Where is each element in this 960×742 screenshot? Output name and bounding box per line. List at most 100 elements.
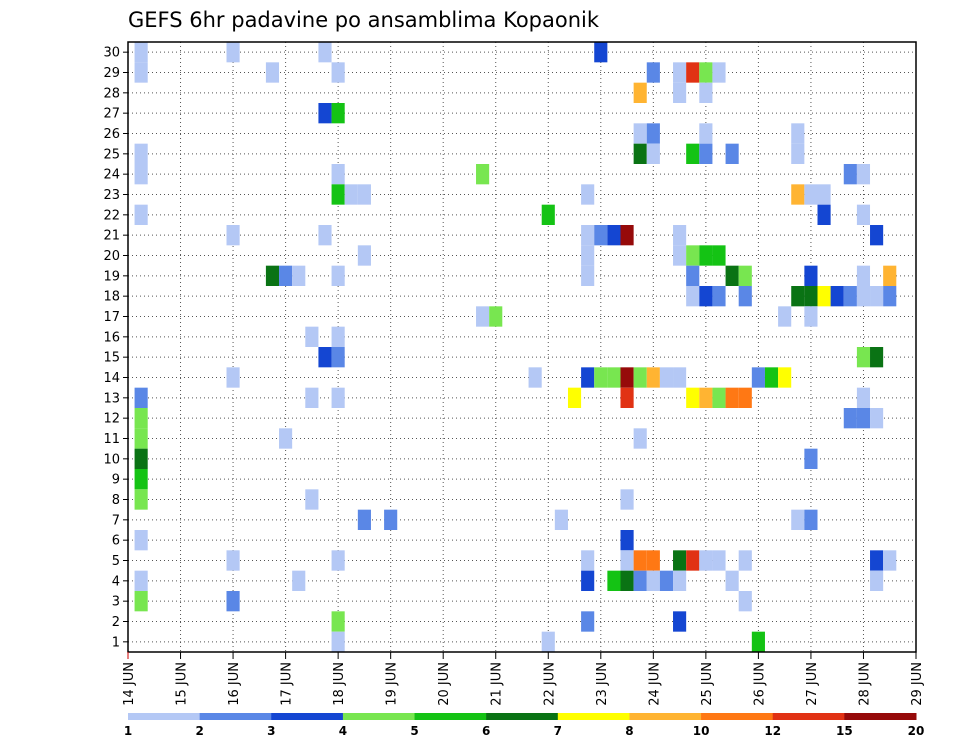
heatmap-cell bbox=[620, 225, 634, 246]
heatmap-cell bbox=[594, 225, 608, 246]
colorbar-label: 7 bbox=[554, 724, 562, 738]
colorbar-swatch bbox=[414, 713, 487, 720]
heatmap-cell bbox=[673, 82, 687, 103]
x-tick-label: 21 JUN bbox=[490, 662, 505, 706]
x-tick-label: 16 JUN bbox=[227, 662, 242, 706]
heatmap-cell bbox=[581, 265, 595, 286]
heatmap-cell bbox=[870, 225, 884, 246]
heatmap-cell bbox=[725, 570, 739, 591]
y-tick-label: 11 bbox=[103, 432, 120, 447]
heatmap-cell bbox=[673, 245, 687, 266]
y-tick-label: 25 bbox=[103, 147, 120, 162]
heatmap-cell bbox=[620, 530, 634, 551]
heatmap-cell bbox=[331, 103, 345, 124]
heatmap-cell bbox=[673, 611, 687, 632]
heatmap-cell bbox=[594, 367, 608, 388]
heatmap-cell bbox=[686, 62, 700, 83]
y-tick-label: 15 bbox=[103, 351, 120, 366]
heatmap-cell bbox=[528, 367, 542, 388]
heatmap-cell bbox=[318, 103, 332, 124]
heatmap-cell bbox=[712, 286, 726, 307]
heatmap-cell bbox=[804, 448, 818, 469]
heatmap-cell bbox=[870, 347, 884, 368]
heatmap-cell bbox=[856, 347, 871, 368]
y-tick-label: 28 bbox=[103, 86, 120, 101]
heatmap-cell bbox=[856, 408, 871, 429]
heatmap-cell bbox=[357, 184, 371, 205]
heatmap-cell bbox=[633, 367, 647, 388]
x-tick-label: 25 JUN bbox=[700, 662, 715, 706]
heatmap-cell bbox=[344, 184, 358, 205]
heatmap-cell bbox=[646, 570, 660, 591]
y-tick-label: 26 bbox=[103, 127, 120, 142]
heatmap-cell bbox=[581, 225, 595, 246]
heatmap-cell bbox=[567, 387, 582, 408]
colorbar-label: 3 bbox=[267, 724, 275, 738]
heatmap-cell bbox=[331, 347, 345, 368]
heatmap-cell bbox=[331, 265, 345, 286]
colorbar-label: 5 bbox=[410, 724, 418, 738]
x-tick-label: 22 JUN bbox=[542, 662, 557, 706]
heatmap-cell bbox=[134, 591, 148, 612]
colorbar-swatch bbox=[701, 713, 774, 720]
chart-title: GEFS 6hr padavine po ansamblima Kopaonik bbox=[128, 8, 600, 32]
heatmap-cell bbox=[633, 143, 647, 164]
heatmap-cell bbox=[883, 265, 897, 286]
heatmap-cell bbox=[791, 184, 805, 205]
heatmap-cell bbox=[633, 123, 647, 144]
heatmap-cell bbox=[620, 367, 634, 388]
heatmap-cell bbox=[134, 387, 148, 408]
heatmap-cell bbox=[856, 164, 871, 185]
x-tick-label: 15 JUN bbox=[175, 662, 190, 706]
heatmap-cell bbox=[738, 387, 752, 408]
plot-frame bbox=[127, 41, 917, 653]
heatmap-cell bbox=[699, 82, 713, 103]
heatmap-cell bbox=[318, 225, 332, 246]
heatmap-cell bbox=[331, 62, 345, 83]
heatmap-cell bbox=[699, 245, 713, 266]
heatmap-cell bbox=[292, 265, 306, 286]
colorbar-swatch bbox=[844, 713, 917, 720]
y-tick-label: 27 bbox=[103, 107, 120, 122]
heatmap-cell bbox=[804, 286, 818, 307]
heatmap-cell bbox=[817, 286, 831, 307]
y-tick-label: 22 bbox=[103, 208, 120, 223]
heatmap-cell bbox=[581, 611, 595, 632]
x-tick-label: 20 JUN bbox=[437, 662, 452, 706]
heatmap-cell bbox=[646, 367, 660, 388]
x-tick-label: 18 JUN bbox=[332, 662, 347, 706]
y-tick-label: 30 bbox=[103, 46, 120, 61]
colorbar-swatch bbox=[342, 713, 416, 720]
heatmap-cell bbox=[673, 570, 687, 591]
x-tick-label: 28 JUN bbox=[857, 662, 872, 706]
heatmap-cell bbox=[331, 550, 345, 571]
heatmap-cell bbox=[804, 306, 818, 327]
heatmap-cell bbox=[778, 367, 792, 388]
heatmap-cell bbox=[699, 286, 713, 307]
y-tick-label: 16 bbox=[103, 330, 120, 345]
heatmap-cell bbox=[843, 408, 857, 429]
y-tick-label: 18 bbox=[103, 290, 120, 305]
heatmap-cell bbox=[856, 286, 871, 307]
heatmap-cell bbox=[134, 530, 148, 551]
heatmap-cell bbox=[791, 509, 805, 530]
y-tick-label: 12 bbox=[103, 412, 120, 427]
heatmap-cell bbox=[646, 143, 660, 164]
colorbar-label: 2 bbox=[195, 724, 203, 738]
x-tick-label: 19 JUN bbox=[385, 662, 400, 706]
heatmap-cell bbox=[226, 550, 240, 571]
heatmap-cell bbox=[620, 570, 634, 591]
heatmap-cell bbox=[699, 123, 713, 144]
colorbar-label: 6 bbox=[482, 724, 490, 738]
heatmap-cell bbox=[318, 42, 332, 63]
colorbar-label: 20 bbox=[908, 724, 925, 738]
heatmap-cell bbox=[712, 387, 726, 408]
heatmap-cell bbox=[581, 245, 595, 266]
heatmap-cell bbox=[607, 367, 621, 388]
heatmap-cell bbox=[686, 143, 700, 164]
heatmap-cell bbox=[738, 265, 752, 286]
colorbar-label: 4 bbox=[339, 724, 347, 738]
heatmap-cell bbox=[292, 570, 306, 591]
heatmap-cell bbox=[331, 387, 345, 408]
heatmap-cell bbox=[581, 367, 595, 388]
